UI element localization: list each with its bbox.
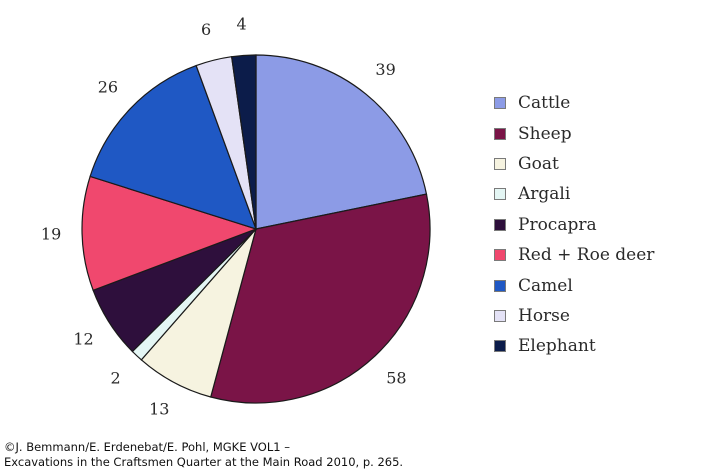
slice-cattle (255, 54, 428, 230)
data-label-sheep: 58 (386, 368, 406, 387)
legend-item-sheep: Sheep (494, 118, 654, 148)
data-label-red-roe-deer: 19 (41, 224, 61, 243)
data-label-camel: 26 (98, 77, 118, 96)
credit-line-2: Excavations in the Craftsmen Quarter at … (4, 455, 404, 469)
legend-swatch (494, 249, 506, 262)
legend-label: Red + Roe deer (518, 245, 655, 266)
legend-item-elephant: Elephant (494, 331, 654, 361)
legend-swatch (494, 188, 506, 201)
legend-item-cattle: Cattle (494, 88, 654, 118)
legend-swatch (494, 157, 506, 170)
legend-item-horse: Horse (494, 301, 654, 331)
data-label-elephant: 4 (237, 15, 247, 34)
slice-sheep (209, 193, 431, 404)
credit-text: ©J. Bemmann/E. Erdenebat/E. Pohl, MGKE V… (4, 440, 403, 470)
legend-label: Camel (518, 275, 573, 296)
data-label-argali: 2 (111, 368, 121, 387)
legend: Cattle Sheep Goat Argali Procapra Red + Roe d… (494, 88, 654, 362)
data-label-goat: 13 (149, 400, 169, 419)
legend-item-argali: Argali (494, 179, 654, 209)
credit-line-1: ©J. Bemmann/E. Erdenebat/E. Pohl, MGKE V… (4, 440, 290, 454)
legend-label: Sheep (518, 123, 572, 144)
legend-item-goat: Goat (494, 149, 654, 179)
legend-item-procapra: Procapra (494, 210, 654, 240)
legend-swatch (494, 340, 506, 353)
legend-label: Goat (518, 153, 559, 174)
legend-label: Cattle (518, 93, 571, 114)
legend-swatch (494, 218, 506, 231)
legend-item-camel: Camel (494, 270, 654, 300)
legend-item-red-roe-deer: Red + Roe deer (494, 240, 654, 270)
legend-swatch (494, 309, 506, 322)
legend-swatch (494, 279, 506, 292)
data-label-procapra: 12 (73, 330, 93, 349)
slice-red-roe-deer (81, 175, 258, 292)
legend-label: Horse (518, 305, 570, 326)
legend-label: Elephant (518, 336, 596, 357)
legend-swatch (494, 127, 506, 140)
legend-label: Argali (518, 184, 571, 205)
legend-label: Procapra (518, 214, 597, 235)
slice-elephant (230, 54, 257, 230)
data-label-cattle: 39 (375, 60, 395, 79)
legend-swatch (494, 97, 506, 110)
slice-camel (89, 64, 257, 230)
data-label-horse: 6 (201, 20, 211, 39)
